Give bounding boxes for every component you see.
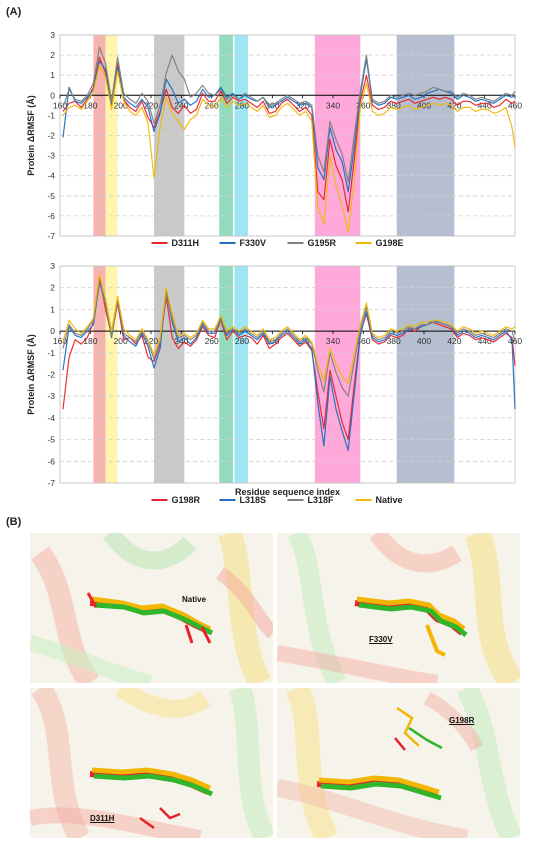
plot-frame bbox=[59, 265, 516, 484]
legend-label: D311H bbox=[172, 238, 200, 248]
y-tick-label: 0 bbox=[50, 90, 55, 100]
highlight-region bbox=[234, 266, 249, 483]
y-tick-label: 2 bbox=[50, 283, 55, 293]
structure-label: D311H bbox=[90, 814, 115, 823]
plot-frame bbox=[59, 34, 516, 237]
x-tick-label: 260 bbox=[205, 100, 219, 110]
y-tick-label: 1 bbox=[50, 304, 55, 314]
x-tick-label: 380 bbox=[387, 100, 401, 110]
x-tick-label: 160 bbox=[53, 336, 67, 346]
protein-structure-image bbox=[30, 533, 273, 683]
x-tick-label: 460 bbox=[508, 100, 522, 110]
y-tick-label: -7 bbox=[47, 478, 55, 488]
x-tick-label: 280 bbox=[235, 100, 249, 110]
y-tick-label: -3 bbox=[47, 391, 55, 401]
series-line-l318f bbox=[62, 280, 516, 397]
x-tick-label: 420 bbox=[447, 100, 461, 110]
x-tick-label: 360 bbox=[356, 100, 370, 110]
protein-structure-image bbox=[277, 533, 520, 683]
x-tick-label: 180 bbox=[83, 336, 97, 346]
series-line-g195r bbox=[62, 46, 516, 183]
x-tick-label: 180 bbox=[83, 100, 97, 110]
protein-structure-image bbox=[277, 688, 520, 838]
y-tick-label: -6 bbox=[47, 211, 55, 221]
legend-label: G198R bbox=[172, 495, 201, 505]
legend-label: Native bbox=[376, 495, 403, 505]
y-tick-label: -4 bbox=[47, 413, 55, 423]
panel-a-label: (A) bbox=[6, 6, 22, 18]
x-tick-label: 340 bbox=[326, 100, 340, 110]
y-tick-label: -7 bbox=[47, 231, 55, 241]
structure-panel-native: Native bbox=[30, 533, 273, 683]
y-tick-label: -5 bbox=[47, 435, 55, 445]
x-tick-label: 300 bbox=[265, 100, 279, 110]
y-tick-label: 2 bbox=[50, 50, 55, 60]
x-tick-label: 200 bbox=[114, 100, 128, 110]
x-tick-label: 400 bbox=[417, 336, 431, 346]
legend-label: G195R bbox=[308, 238, 337, 248]
structure-panel-d311h: D311H bbox=[30, 688, 273, 838]
structure-label: G198R bbox=[449, 716, 475, 725]
x-tick-label: 320 bbox=[296, 336, 310, 346]
y-tick-label: -3 bbox=[47, 151, 55, 161]
structure-label: F330V bbox=[369, 635, 393, 644]
series-line-g198e bbox=[62, 64, 516, 233]
structure-panel-g198r: G198R bbox=[277, 688, 520, 838]
structure-panel-f330v: F330V bbox=[277, 533, 520, 683]
x-tick-label: 380 bbox=[387, 336, 401, 346]
panel-b-label: (B) bbox=[6, 516, 22, 528]
x-tick-label: 280 bbox=[235, 336, 249, 346]
y-tick-label: 0 bbox=[50, 326, 55, 336]
x-tick-label: 220 bbox=[144, 336, 158, 346]
structure-label: Native bbox=[182, 595, 207, 604]
x-tick-label: 440 bbox=[478, 100, 492, 110]
y-tick-label: -4 bbox=[47, 171, 55, 181]
series-line-native bbox=[62, 274, 516, 384]
legend-label: L318S bbox=[240, 495, 267, 505]
y-tick-label: -6 bbox=[47, 456, 55, 466]
x-axis-label: Residue sequence index bbox=[235, 487, 340, 497]
x-tick-label: 240 bbox=[174, 100, 188, 110]
x-tick-label: 400 bbox=[417, 100, 431, 110]
highlight-region bbox=[93, 266, 106, 483]
legend-label: G198E bbox=[376, 238, 404, 248]
y-tick-label: -5 bbox=[47, 191, 55, 201]
y-tick-label: 1 bbox=[50, 70, 55, 80]
x-tick-label: 440 bbox=[478, 336, 492, 346]
y-tick-label: 3 bbox=[50, 261, 55, 271]
y-tick-label: -2 bbox=[47, 131, 55, 141]
y-tick-label: 3 bbox=[50, 30, 55, 40]
x-tick-label: 220 bbox=[144, 100, 158, 110]
highlight-region bbox=[219, 35, 233, 236]
legend-label: F330V bbox=[240, 238, 267, 248]
y-axis-label: Protein ΔRMSF (Å) bbox=[26, 334, 36, 414]
x-tick-label: 420 bbox=[447, 336, 461, 346]
protein-structure-image bbox=[30, 688, 273, 838]
x-tick-label: 260 bbox=[205, 336, 219, 346]
series-line-d311h bbox=[62, 56, 516, 213]
x-tick-label: 240 bbox=[174, 336, 188, 346]
y-axis-label: Protein ΔRMSF (Å) bbox=[26, 95, 36, 175]
y-tick-label: -1 bbox=[47, 348, 55, 358]
y-tick-label: -2 bbox=[47, 370, 55, 380]
y-tick-label: -1 bbox=[47, 110, 55, 120]
legend-label: L318F bbox=[308, 495, 335, 505]
highlight-region bbox=[93, 35, 106, 236]
x-tick-label: 340 bbox=[326, 336, 340, 346]
x-tick-label: 160 bbox=[53, 100, 67, 110]
x-tick-label: 200 bbox=[114, 336, 128, 346]
rmsf-charts: 3 2 1 0 -1 -2 -3 -4 -5 -6 -7 160 180 200 220 240 260 280 3… bbox=[26, 30, 522, 505]
x-tick-label: 320 bbox=[296, 100, 310, 110]
x-tick-label: 360 bbox=[356, 336, 370, 346]
highlight-region bbox=[234, 35, 249, 236]
